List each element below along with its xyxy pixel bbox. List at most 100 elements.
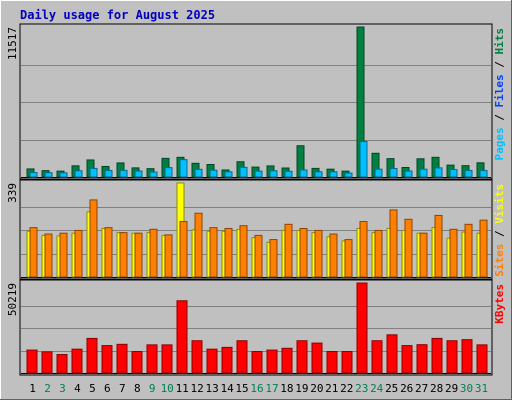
bar-files-day-25 xyxy=(389,168,398,178)
bar-files-day-29 xyxy=(449,169,458,178)
bar-sites-day-31 xyxy=(479,219,488,278)
bar-kbytes-day-15 xyxy=(236,340,248,374)
bar-files-day-14 xyxy=(224,171,233,178)
bar-sites-day-8 xyxy=(134,232,143,278)
x-label-day-4: 4 xyxy=(74,382,81,395)
bar-sites-day-4 xyxy=(74,229,83,278)
x-label-day-8: 8 xyxy=(134,382,141,395)
bar-files-day-17 xyxy=(269,170,278,178)
bar-files-day-20 xyxy=(314,171,323,178)
bar-kbytes-day-3 xyxy=(56,354,68,374)
x-label-day-31: 31 xyxy=(475,382,488,395)
bar-kbytes-day-31 xyxy=(476,344,488,374)
x-label-day-30: 30 xyxy=(460,382,473,395)
legend-item-pages: Pages xyxy=(493,127,506,160)
bar-sites-day-6 xyxy=(104,227,113,278)
bar-sites-day-13 xyxy=(209,227,218,278)
panel-visits: 339 Sites / Visits xyxy=(6,179,506,280)
legend-separator: / xyxy=(493,55,506,75)
legend-separator: / xyxy=(493,108,506,128)
bar-kbytes-day-16 xyxy=(251,350,263,374)
x-label-day-28: 28 xyxy=(430,382,443,395)
bar-kbytes-day-2 xyxy=(41,351,53,374)
legend-separator: / xyxy=(493,224,506,244)
y-max-label: 339 xyxy=(6,183,19,203)
y-max-label: 11517 xyxy=(6,27,19,60)
bar-sites-day-29 xyxy=(449,228,458,278)
bar-files-day-3 xyxy=(59,172,68,178)
bar-kbytes-day-7 xyxy=(116,343,128,374)
bar-files-day-22 xyxy=(344,172,353,178)
bar-kbytes-day-22 xyxy=(341,350,353,374)
bar-kbytes-day-30 xyxy=(461,339,473,374)
x-label-day-20: 20 xyxy=(310,382,323,395)
bar-files-day-7 xyxy=(119,169,128,178)
bar-files-day-12 xyxy=(194,168,203,178)
x-label-day-21: 21 xyxy=(325,382,338,395)
x-label-day-24: 24 xyxy=(370,382,384,395)
bar-sites-day-2 xyxy=(44,233,53,278)
bar-kbytes-day-29 xyxy=(446,340,458,374)
bar-sites-day-16 xyxy=(254,234,263,278)
bar-kbytes-day-10 xyxy=(161,344,173,374)
x-label-day-6: 6 xyxy=(104,382,111,395)
x-label-day-26: 26 xyxy=(400,382,413,395)
legend-hits: Pages / Files / Hits xyxy=(493,28,506,161)
x-label-day-23: 23 xyxy=(355,382,368,395)
chart-title: Daily usage for August 2025 xyxy=(20,8,215,22)
legend-item-kbytes: KBytes xyxy=(493,284,506,324)
legend-item-files: Files xyxy=(493,74,506,107)
x-label-day-5: 5 xyxy=(89,382,96,395)
panel-kbytes: 50219 KBytes xyxy=(6,279,506,376)
bar-kbytes-day-24 xyxy=(371,340,383,374)
bar-sites-day-9 xyxy=(149,228,158,278)
x-axis-labels: 1 2 3 4 5 6 7 8 9 10 11 12 13 14 15 16 17 18 19 20 21 22 23 24 2… xyxy=(29,382,488,395)
bar-files-day-1 xyxy=(29,172,38,178)
x-label-day-19: 19 xyxy=(295,382,308,395)
bar-sites-day-28 xyxy=(434,214,443,278)
bar-files-day-26 xyxy=(404,170,413,178)
bar-sites-day-11 xyxy=(179,221,188,278)
x-label-day-17: 17 xyxy=(265,382,278,395)
bar-kbytes-day-19 xyxy=(296,340,308,374)
bar-files-day-10 xyxy=(164,167,173,178)
bar-sites-day-7 xyxy=(119,232,128,278)
x-label-day-1: 1 xyxy=(29,382,36,395)
bar-files-day-23 xyxy=(359,141,368,178)
bar-sites-day-23 xyxy=(359,221,368,278)
bar-files-day-28 xyxy=(434,167,443,178)
bar-kbytes-day-13 xyxy=(206,348,218,374)
bar-kbytes-day-28 xyxy=(431,337,443,374)
bar-sites-day-18 xyxy=(284,223,293,278)
x-label-day-3: 3 xyxy=(59,382,66,395)
bar-files-day-27 xyxy=(419,168,428,178)
bar-kbytes-day-1 xyxy=(26,349,38,374)
x-label-day-13: 13 xyxy=(205,382,218,395)
bar-files-day-9 xyxy=(149,171,158,178)
x-label-day-10: 10 xyxy=(161,382,174,395)
bar-sites-day-20 xyxy=(314,229,323,278)
x-label-day-9: 9 xyxy=(149,382,156,395)
bar-files-day-2 xyxy=(44,172,53,178)
bar-kbytes-day-14 xyxy=(221,346,233,374)
bar-sites-day-15 xyxy=(239,225,248,278)
bar-files-day-11 xyxy=(179,159,188,178)
bar-kbytes-day-5 xyxy=(86,337,98,374)
bar-kbytes-day-9 xyxy=(146,344,158,374)
bar-sites-day-3 xyxy=(59,232,68,278)
bar-sites-day-17 xyxy=(269,239,278,278)
bar-sites-day-27 xyxy=(419,232,428,278)
bar-files-day-31 xyxy=(479,169,488,178)
bar-files-day-13 xyxy=(209,169,218,178)
x-label-day-18: 18 xyxy=(280,382,293,395)
x-label-day-7: 7 xyxy=(119,382,126,395)
bar-sites-day-25 xyxy=(389,209,398,278)
panel-frame xyxy=(19,23,493,180)
bar-files-day-8 xyxy=(134,170,143,178)
bar-sites-day-21 xyxy=(329,233,338,278)
bar-files-day-6 xyxy=(104,169,113,178)
bar-files-day-30 xyxy=(464,169,473,178)
bar-files-day-19 xyxy=(299,169,308,178)
bar-sites-day-14 xyxy=(224,227,233,278)
legend-visits: Sites / Visits xyxy=(493,184,506,277)
